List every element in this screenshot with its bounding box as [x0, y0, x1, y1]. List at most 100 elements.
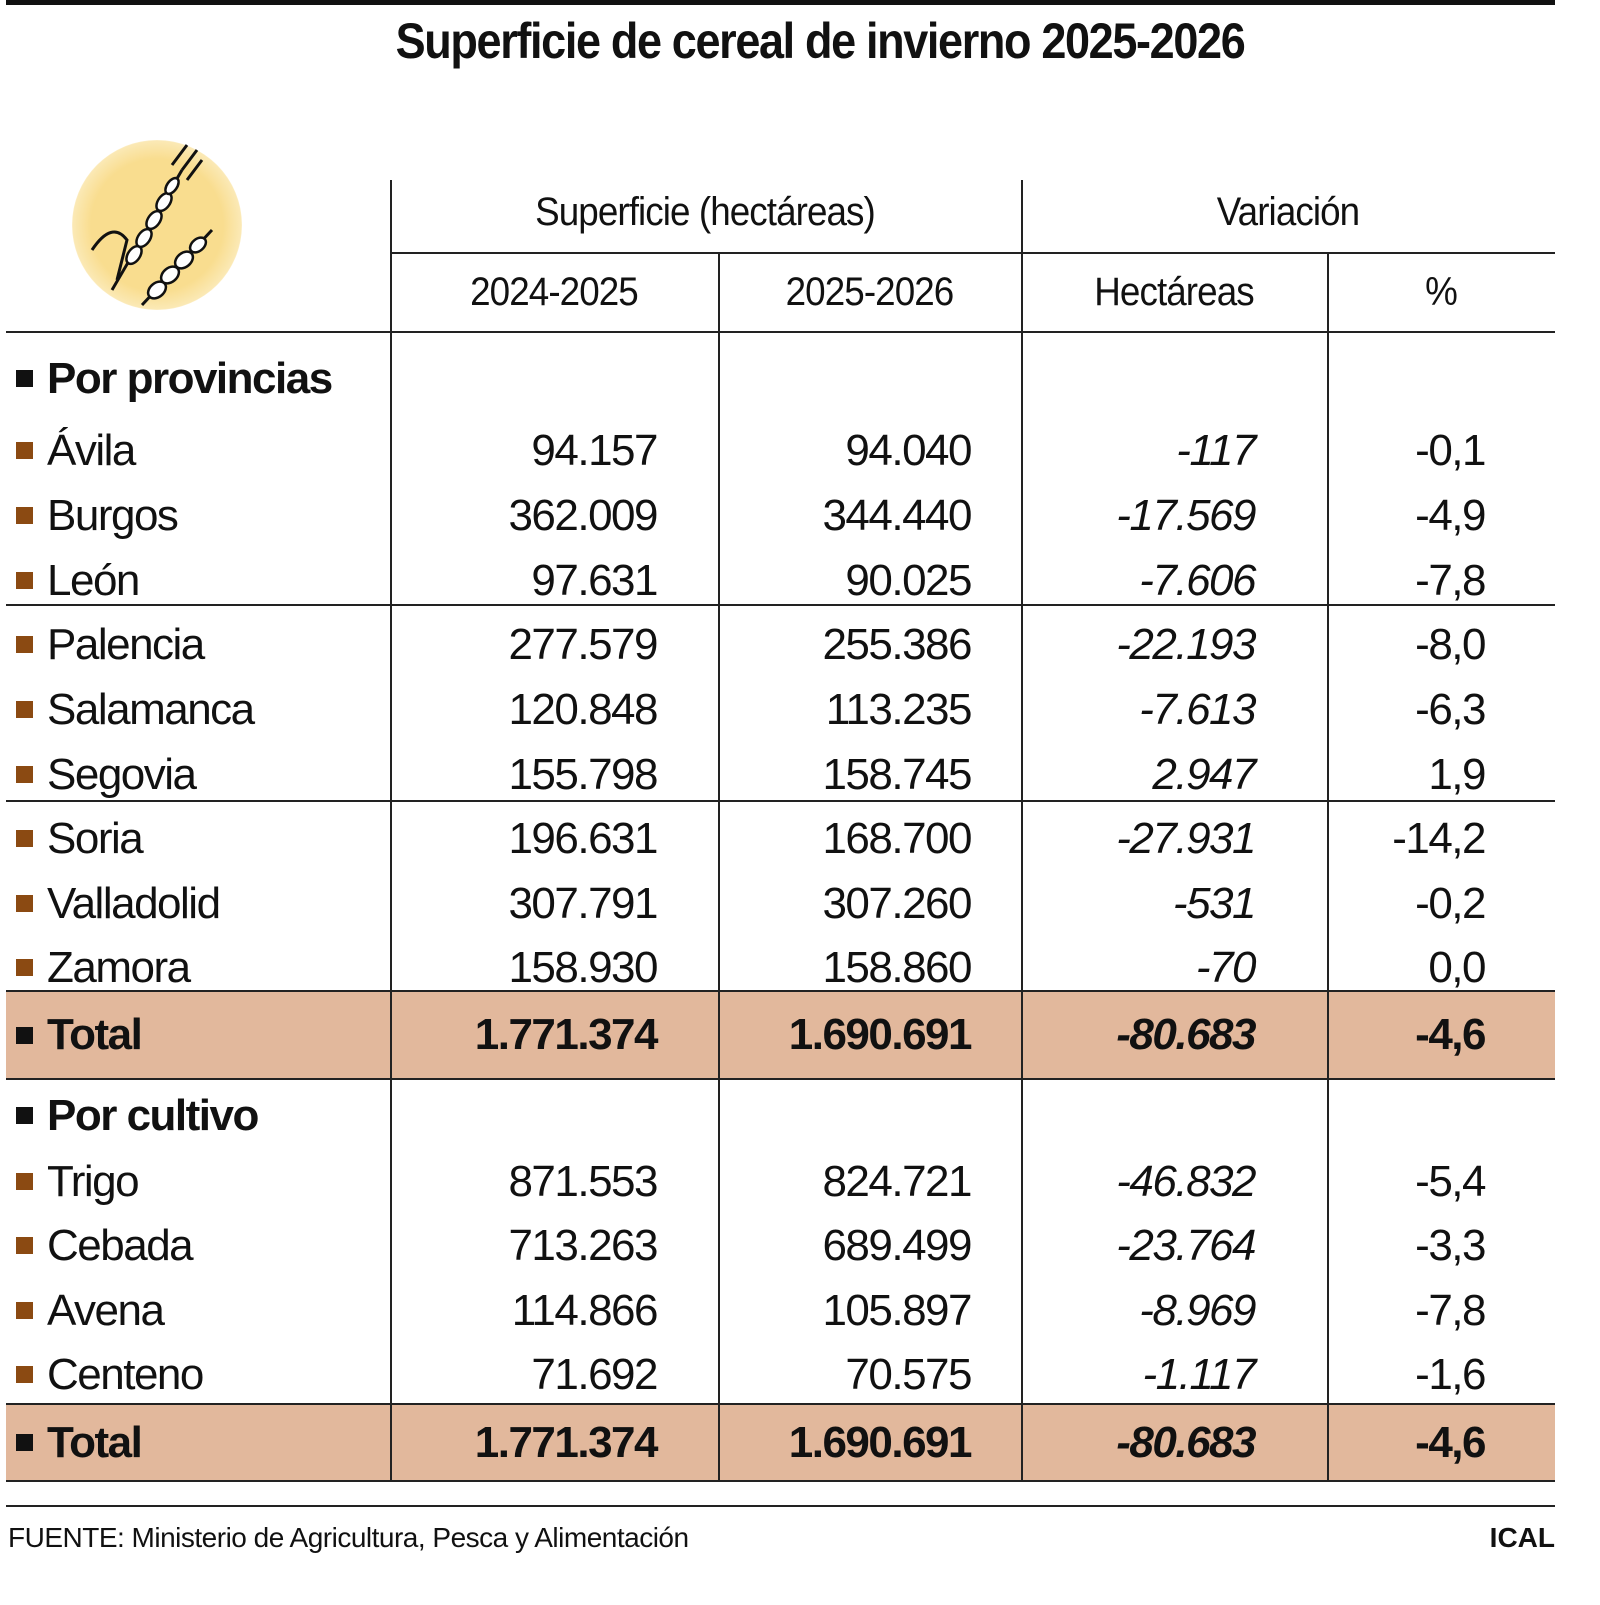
variation-percent: -5,4	[1415, 1156, 1486, 1206]
table-row: Segovia 155.798 158.745 2.947 1,9	[6, 742, 1555, 807]
divider	[6, 800, 1555, 802]
column-divider	[1327, 252, 1329, 1480]
row-label-text: Total	[47, 1417, 143, 1467]
header-col-hectareas: Hectáreas	[1094, 270, 1254, 314]
table-row: Burgos 362.009 344.440 -17.569 -4,9	[6, 483, 1555, 548]
variation-hectares: -8.969	[1139, 1285, 1256, 1335]
variation-hectares: -531	[1172, 878, 1257, 928]
variation-hectares: -7.606	[1139, 555, 1256, 605]
value-2025-2026: 344.440	[822, 490, 972, 540]
header-col-2025-2026: 2025-2026	[785, 270, 955, 314]
variation-percent: -3,3	[1415, 1220, 1486, 1270]
square-bullet-icon	[16, 1107, 33, 1124]
square-bullet-icon	[16, 636, 33, 653]
wheat-icon	[72, 140, 242, 310]
variation-hectares: -117	[1176, 425, 1256, 475]
row-label: Salamanca	[16, 677, 255, 742]
value-2024-2025: 94.157	[531, 425, 658, 475]
variation-hectares: -7.613	[1139, 684, 1256, 734]
row-label-text: Ávila	[47, 425, 136, 475]
square-bullet-icon	[16, 442, 33, 459]
row-label-text: Segovia	[47, 749, 197, 799]
value-2024-2025: 871.553	[508, 1156, 658, 1206]
row-label: Valladolid	[16, 871, 221, 936]
header-col-2024-2025: 2024-2025	[470, 270, 639, 314]
variation-percent: -4,9	[1415, 490, 1486, 540]
value-2024-2025: 1.771.374	[474, 1417, 659, 1467]
row-label-text: Cebada	[47, 1220, 194, 1270]
row-label-text: Valladolid	[47, 878, 221, 928]
square-bullet-icon	[16, 572, 33, 589]
table-row: Avena 114.866 105.897 -8.969 -7,8	[6, 1278, 1555, 1343]
square-bullet-icon	[16, 766, 33, 783]
row-label-text: Por provincias	[47, 353, 333, 403]
row-label: Soria	[16, 806, 144, 871]
divider	[6, 1505, 1555, 1507]
value-2025-2026: 307.260	[822, 878, 972, 928]
variation-hectares: -70	[1195, 942, 1257, 992]
value-2025-2026: 158.860	[822, 942, 972, 992]
row-label-text: Burgos	[47, 490, 179, 540]
row-label: Zamora	[16, 935, 191, 1000]
square-bullet-icon	[16, 959, 33, 976]
variation-percent: 0,0	[1428, 942, 1486, 992]
square-bullet-icon	[16, 1434, 33, 1451]
value-2024-2025: 155.798	[508, 749, 658, 799]
brand-label: ICAL	[1489, 1522, 1555, 1553]
table-row: Ávila 94.157 94.040 -117 -0,1	[6, 418, 1555, 483]
row-label-text: Por cultivo	[47, 1090, 259, 1140]
variation-percent: -7,8	[1415, 1285, 1486, 1335]
row-label: Por cultivo	[16, 1083, 259, 1148]
variation-percent: -8,0	[1415, 619, 1486, 669]
divider	[6, 990, 1555, 992]
total-row: Total 1.771.374 1.690.691 -80.683 -4,6	[6, 1405, 1555, 1480]
table-row: Centeno 71.692 70.575 -1.117 -1,6	[6, 1342, 1555, 1407]
table-row: Salamanca 120.848 113.235 -7.613 -6,3	[6, 677, 1555, 742]
row-label: Avena	[16, 1278, 165, 1343]
value-2025-2026: 94.040	[845, 425, 972, 475]
header-col-percent: %	[1425, 270, 1458, 314]
value-2025-2026: 113.235	[825, 684, 973, 734]
value-2024-2025: 71.692	[531, 1349, 658, 1399]
square-bullet-icon	[16, 1366, 33, 1383]
value-2025-2026: 1.690.691	[788, 1417, 973, 1467]
value-2025-2026: 1.690.691	[788, 1010, 973, 1059]
variation-percent: -4,6	[1415, 1417, 1486, 1467]
divider	[6, 331, 1555, 333]
column-divider	[1021, 180, 1023, 1480]
value-2025-2026: 168.700	[822, 813, 972, 863]
table-row: Soria 196.631 168.700 -27.931 -14,2	[6, 806, 1555, 871]
variation-percent: 1,9	[1428, 749, 1486, 799]
row-label: Cebada	[16, 1213, 194, 1278]
value-2024-2025: 120.848	[508, 684, 658, 734]
table-row: Zamora 158.930 158.860 -70 0,0	[6, 935, 1555, 1000]
variation-hectares: -80.683	[1116, 1417, 1256, 1467]
table-row: Cebada 713.263 689.499 -23.764 -3,3	[6, 1213, 1555, 1278]
square-bullet-icon	[16, 830, 33, 847]
square-bullet-icon	[16, 1237, 33, 1254]
value-2024-2025: 196.631	[508, 813, 658, 863]
top-rule	[6, 0, 1555, 5]
row-label-text: Soria	[47, 813, 144, 863]
square-bullet-icon	[16, 507, 33, 524]
value-2025-2026: 158.745	[822, 749, 972, 799]
row-label-text: Avena	[47, 1285, 165, 1335]
column-divider	[718, 252, 720, 1480]
row-label-text: León	[47, 555, 140, 605]
value-2025-2026: 255.386	[822, 619, 972, 669]
value-2025-2026: 70.575	[845, 1349, 972, 1399]
value-2024-2025: 713.263	[508, 1220, 658, 1270]
value-2025-2026: 689.499	[822, 1220, 972, 1270]
square-bullet-icon	[16, 1026, 33, 1044]
value-2024-2025: 97.631	[531, 555, 658, 605]
variation-hectares: -27.931	[1116, 813, 1256, 863]
section-heading: Por cultivo	[6, 1083, 1555, 1148]
square-bullet-icon	[16, 1302, 33, 1319]
row-label: Palencia	[16, 612, 205, 677]
section-heading: Por provincias	[6, 346, 1555, 411]
value-2024-2025: 1.771.374	[474, 1010, 659, 1059]
square-bullet-icon	[16, 370, 33, 387]
variation-hectares: -23.764	[1116, 1220, 1256, 1270]
variation-percent: -0,2	[1415, 878, 1486, 928]
row-label: Por provincias	[16, 346, 333, 411]
